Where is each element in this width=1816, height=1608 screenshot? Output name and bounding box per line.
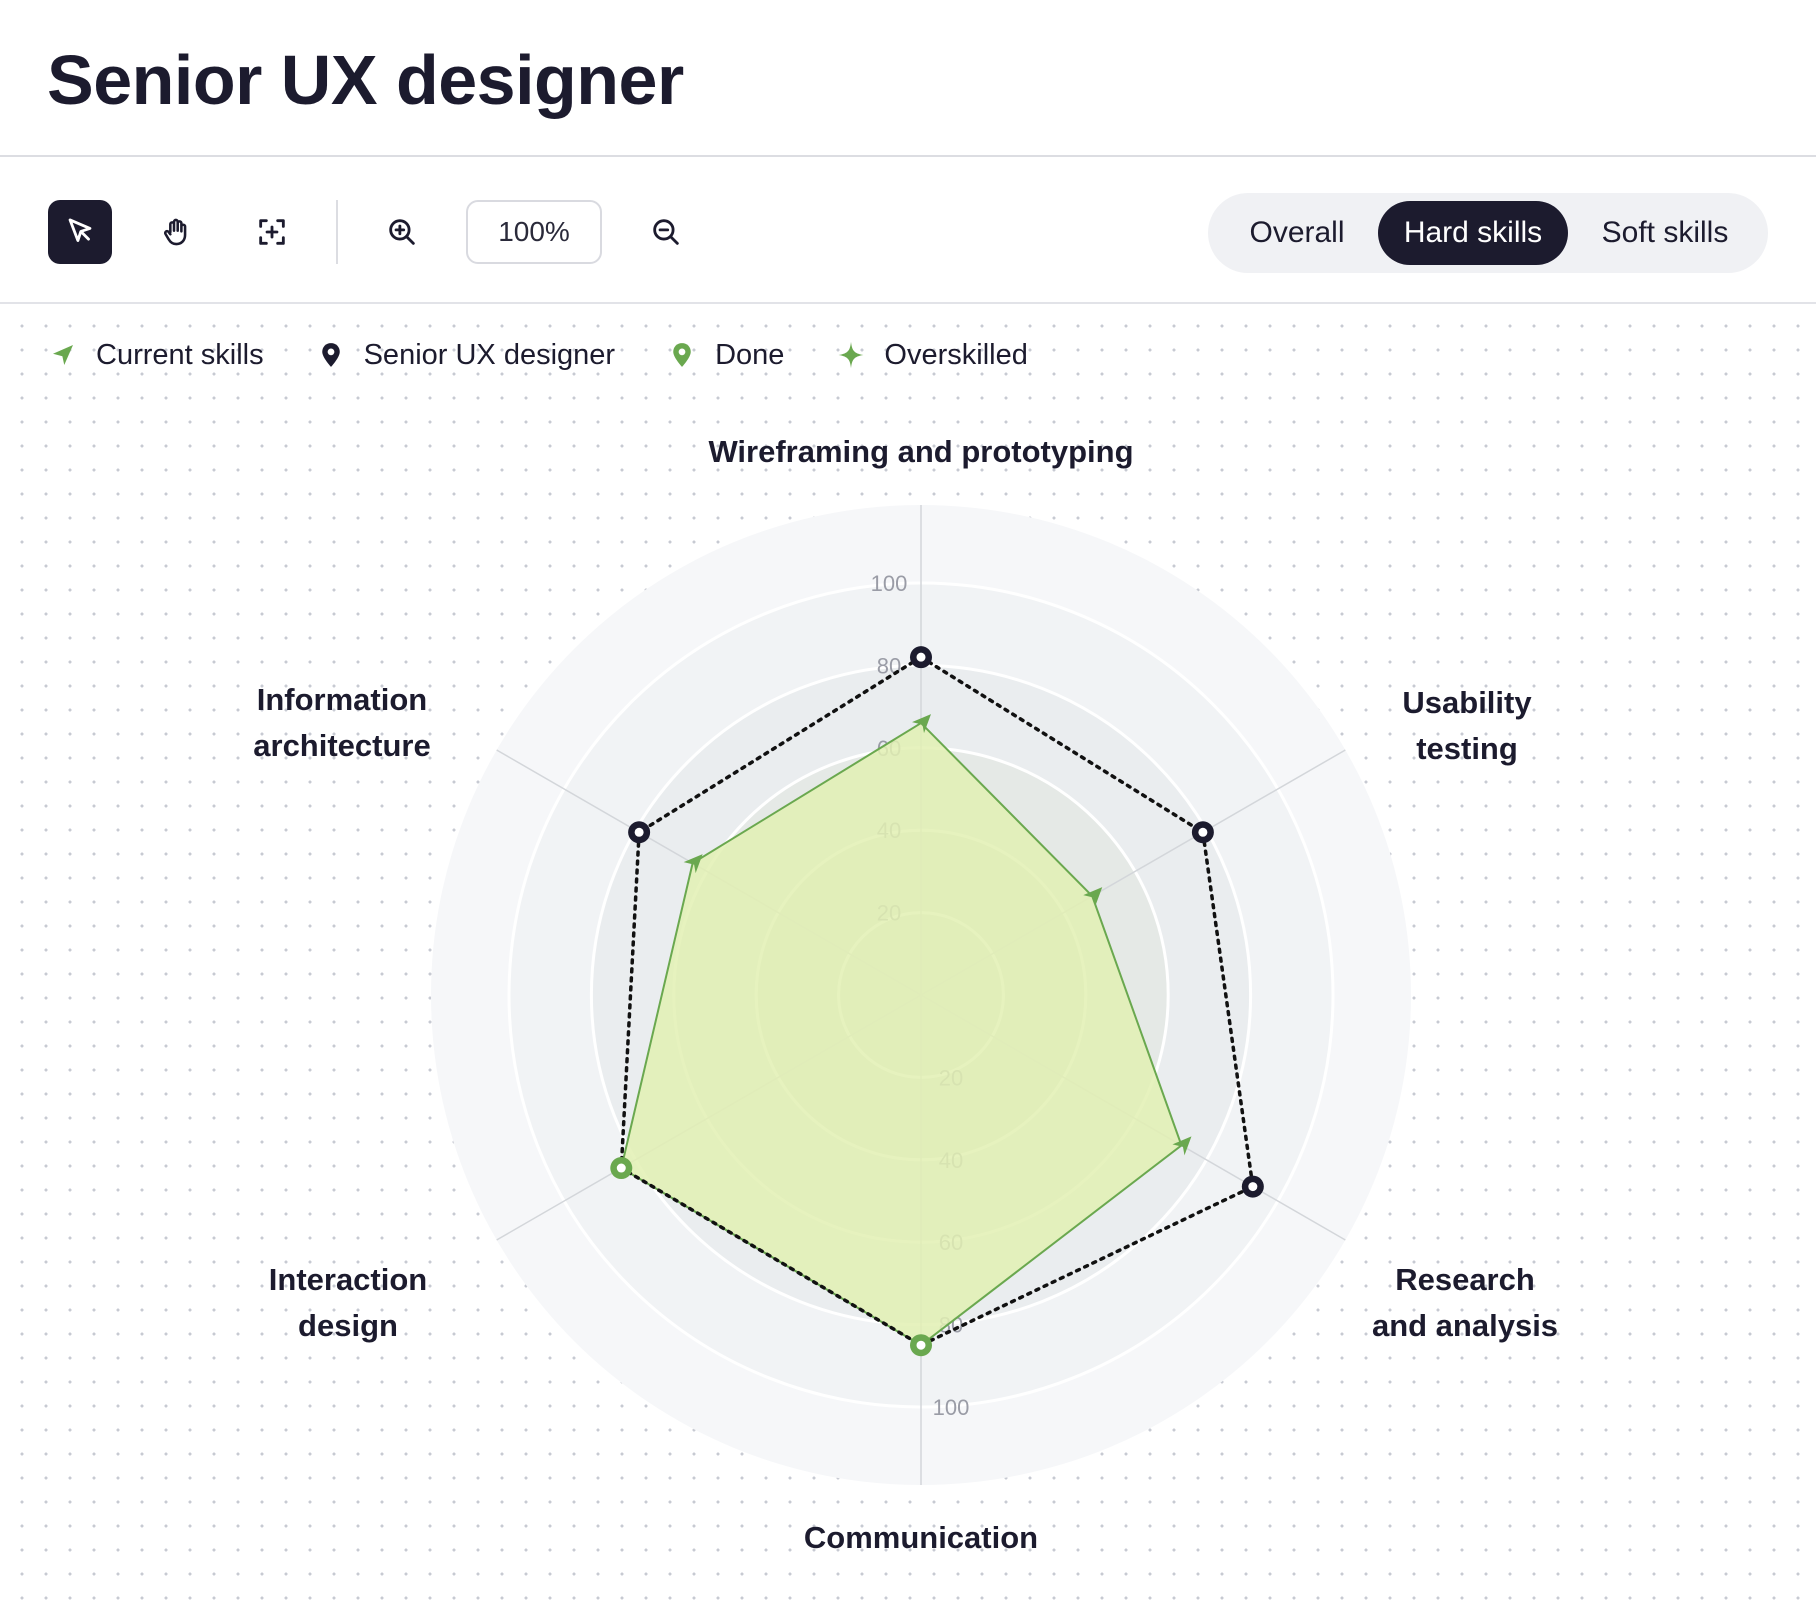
zoom-level-input[interactable]: 100% bbox=[466, 200, 602, 264]
zoom-out-icon bbox=[653, 219, 679, 245]
axis-label-line: design bbox=[298, 1308, 398, 1343]
focus-icon bbox=[259, 219, 285, 245]
page-header: Senior UX designer bbox=[0, 0, 1816, 157]
legend-label: Overskilled bbox=[884, 338, 1028, 371]
cursor-icon bbox=[68, 218, 92, 242]
axis-label-line: Interaction bbox=[269, 1262, 427, 1297]
legend-item-overskilled: Overskilled bbox=[836, 338, 1028, 372]
pin-icon bbox=[673, 343, 691, 367]
toolbar-divider bbox=[336, 200, 338, 264]
select-tool-button[interactable] bbox=[48, 200, 112, 264]
axis-label: Wireframing and prototyping bbox=[708, 434, 1133, 469]
segment-hard-skills[interactable]: Hard skills bbox=[1378, 201, 1568, 265]
tick-label-top: 80 bbox=[877, 653, 901, 678]
sparkle-icon bbox=[838, 341, 864, 369]
axis-label-line: architecture bbox=[253, 728, 430, 763]
legend-label: Current skills bbox=[96, 338, 264, 371]
legend-label: Done bbox=[715, 338, 785, 371]
axis-label: Communication bbox=[804, 1520, 1038, 1555]
done-skill-point[interactable] bbox=[910, 1334, 932, 1357]
axis-label-line: Research bbox=[1395, 1262, 1535, 1297]
current-skill-point[interactable] bbox=[683, 854, 703, 874]
axis-label-line: and analysis bbox=[1372, 1308, 1558, 1343]
legend-label: Senior UX designer bbox=[363, 338, 616, 371]
segment-soft-skills[interactable]: Soft skills bbox=[1601, 216, 1729, 249]
target-skill-point[interactable] bbox=[910, 646, 932, 669]
zoom-in-button[interactable] bbox=[370, 200, 434, 264]
toolbar: 100% Overall Hard skills Soft skills bbox=[0, 158, 1816, 304]
page-title: Senior UX designer bbox=[47, 41, 684, 119]
pan-tool-button[interactable] bbox=[144, 200, 208, 264]
current-skill-point[interactable] bbox=[1083, 887, 1103, 907]
tick-label-top: 100 bbox=[871, 571, 908, 596]
axis-label-line: testing bbox=[1416, 731, 1518, 766]
segment-overall[interactable]: Overall bbox=[1249, 216, 1345, 249]
axis-label: Interaction design bbox=[269, 1262, 427, 1343]
legend-item-done: Done bbox=[667, 339, 784, 372]
target-skill-point[interactable] bbox=[628, 821, 651, 844]
hand-icon bbox=[163, 218, 187, 246]
fit-view-button[interactable] bbox=[240, 200, 304, 264]
axis-label-line: Information bbox=[257, 682, 428, 717]
axis-label-line: Usability bbox=[1402, 685, 1532, 720]
legend-item-current-skills: Current skills bbox=[48, 339, 264, 372]
target-skill-point[interactable] bbox=[1241, 1175, 1264, 1198]
skill-type-switcher: Overall Hard skills Soft skills bbox=[1208, 193, 1768, 273]
done-skill-point[interactable] bbox=[610, 1157, 633, 1180]
axis-label-line: Communication bbox=[804, 1520, 1038, 1555]
target-skill-point[interactable] bbox=[1191, 821, 1214, 844]
tick-label-bottom: 100 bbox=[933, 1395, 970, 1420]
axis-label-line: Wireframing and prototyping bbox=[708, 434, 1133, 469]
axis-label: Research and analysis bbox=[1372, 1262, 1558, 1343]
current-skill-point[interactable] bbox=[912, 714, 931, 734]
zoom-out-button[interactable] bbox=[634, 200, 698, 264]
chart-legend: Current skills Senior UX designer Done O… bbox=[48, 330, 1080, 380]
legend-item-senior-ux-designer: Senior UX designer bbox=[316, 339, 615, 372]
axis-label: Information architecture bbox=[253, 682, 430, 763]
pin-icon bbox=[321, 343, 340, 367]
zoom-in-icon bbox=[389, 219, 415, 245]
axis-label: Usability testing bbox=[1402, 685, 1532, 766]
arrow-icon bbox=[53, 345, 73, 365]
current-skill-point[interactable] bbox=[1172, 1136, 1192, 1156]
